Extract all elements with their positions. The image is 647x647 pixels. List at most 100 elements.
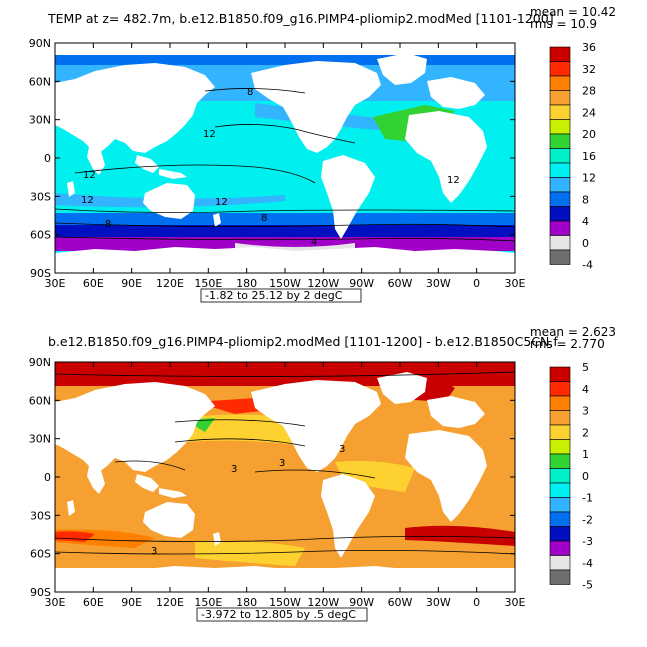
colorbar-label: 4 <box>582 215 589 228</box>
colorbar-swatch <box>549 104 571 120</box>
lat-tick-label: 90S <box>30 267 51 280</box>
colorbar-label: 0 <box>582 470 589 483</box>
colorbar-label: -2 <box>582 513 593 526</box>
lat-tick-label: 60N <box>29 75 51 88</box>
lon-tick-label: 30W <box>426 596 451 609</box>
colorbar-swatch <box>549 526 571 542</box>
range-box <box>196 607 368 622</box>
lon-tick-label: 90E <box>121 277 142 290</box>
lat-tick-label: 90S <box>30 586 51 599</box>
colorbar-label: 24 <box>582 106 596 119</box>
colorbar-swatch <box>549 133 571 149</box>
colorbar-label: -4 <box>582 259 593 272</box>
colorbar-swatch <box>549 497 571 513</box>
colorbar-label: -3 <box>582 535 593 548</box>
lon-tick-label: 180 <box>236 277 257 290</box>
colorbar-swatch <box>549 162 571 178</box>
colorbar-swatch <box>549 381 571 397</box>
colorbar-label: 3 <box>582 405 589 418</box>
range-label: -3.972 to 12.805 by .5 degC <box>201 608 356 621</box>
colorbar-swatch <box>549 453 571 469</box>
lat-tick-label: 90N <box>29 356 51 369</box>
contour-label: 3 <box>279 458 285 469</box>
colorbar-label: 2 <box>582 426 589 439</box>
colorbar-swatch <box>549 410 571 426</box>
colorbar-swatch <box>549 249 571 265</box>
colorbar-swatch <box>549 75 571 91</box>
colorbar-label: 16 <box>582 150 596 163</box>
lat-tick-label: 30N <box>29 114 51 127</box>
colorbar-label: 32 <box>582 63 596 76</box>
panel-title: b.e12.B1850.f09_g16.PIMP4-pliomip2.modMe… <box>48 334 558 349</box>
contour-label: 4 <box>311 237 317 248</box>
lon-tick-label: 60W <box>388 277 413 290</box>
lon-tick-label: 30W <box>426 277 451 290</box>
rms-label: rms = 2.770 <box>530 337 605 351</box>
lon-tick-label: 120E <box>156 277 184 290</box>
lat-tick-label: 0 <box>44 152 51 165</box>
mean-label: mean = 2.623 <box>530 325 616 339</box>
colorbar-swatch <box>549 148 571 164</box>
lat-tick-label: 30S <box>30 190 51 203</box>
range-label: -1.82 to 25.12 by 2 degC <box>205 289 343 302</box>
colorbar-swatch <box>549 395 571 411</box>
contour-lines <box>54 88 516 242</box>
colorbar-swatch <box>549 439 571 455</box>
colorbar-label: 12 <box>582 172 596 185</box>
lon-tick-label: 120W <box>307 596 339 609</box>
colorbar-swatch <box>549 555 571 571</box>
contour-label: 3 <box>231 464 237 475</box>
colorbar-swatch <box>549 61 571 77</box>
colorbar-label: 4 <box>582 383 589 396</box>
lat-tick-label: 60N <box>29 394 51 407</box>
lat-tick-label: 0 <box>44 471 51 484</box>
lat-axis: 90N 60N 30N 0 30S 60S 90S <box>29 356 515 599</box>
lon-tick-label: 150E <box>194 277 222 290</box>
colorbar-swatch <box>549 540 571 556</box>
lat-tick-label: 30S <box>30 509 51 522</box>
contour-label: 3 <box>151 546 157 557</box>
colorbar-label: 1 <box>582 448 589 461</box>
lon-tick-label: 30E <box>45 277 66 290</box>
lon-tick-label: 150W <box>269 596 301 609</box>
lon-tick-label: 120E <box>156 596 184 609</box>
lon-tick-label: 60W <box>388 596 413 609</box>
colorbar-swatch <box>549 482 571 498</box>
contour-label: 12 <box>81 195 94 206</box>
contour-lines <box>54 371 516 555</box>
lon-tick-label: 180 <box>236 596 257 609</box>
map-frame: 3 3 3 3 <box>54 361 516 593</box>
colorbar-swatch <box>549 220 571 236</box>
colorbar-swatch <box>549 468 571 484</box>
map-frame: 12 12 12 12 12 8 8 4 8 <box>54 42 516 274</box>
contour-label: 8 <box>247 87 253 98</box>
panel-top: TEMP at z= 482.7m, b.e12.B1850.f09_g16.P… <box>29 5 616 303</box>
contour-label: 8 <box>261 213 267 224</box>
contour-label-group: 3 3 3 3 <box>151 444 345 557</box>
colorbar-swatch <box>549 235 571 251</box>
lon-tick-label: 30E <box>505 596 526 609</box>
colorbar-swatch <box>549 424 571 440</box>
colorbar-label: -1 <box>582 492 593 505</box>
lon-tick-label: 150W <box>269 277 301 290</box>
lon-tick-label: 30E <box>45 596 66 609</box>
colorbar: 36 32 28 24 20 16 12 8 4 0 -4 <box>549 41 596 272</box>
lat-axis: 90N 60N 30N 0 30S 60S 90S <box>29 37 515 280</box>
panel-title: TEMP at z= 482.7m, b.e12.B1850.f09_g16.P… <box>47 11 554 26</box>
colorbar-swatch <box>549 206 571 222</box>
colorbar-label: 36 <box>582 41 596 54</box>
colorbar-label: 20 <box>582 128 596 141</box>
contour-label-group: 12 12 12 12 12 8 8 4 8 <box>81 87 460 248</box>
colorbar-label: 8 <box>582 193 589 206</box>
colorbar-label: -4 <box>582 557 593 570</box>
colorbar-label: 5 <box>582 361 589 374</box>
colorbar-swatch <box>549 366 571 382</box>
lon-tick-label: 90W <box>349 596 374 609</box>
colorbar-label: 28 <box>582 85 596 98</box>
lon-axis: 30E 60E 90E 120E 150E 180 150W 120W 90W 60W 30W 0 30… <box>45 362 526 609</box>
lon-tick-label: 90W <box>349 277 374 290</box>
panel-bottom: b.e12.B1850.f09_g16.PIMP4-pliomip2.modMe… <box>29 325 616 622</box>
colorbar: 5 4 3 2 1 0 -1 -2 -3 -4 -5 <box>549 361 593 592</box>
colorbar-label: 0 <box>582 237 589 250</box>
